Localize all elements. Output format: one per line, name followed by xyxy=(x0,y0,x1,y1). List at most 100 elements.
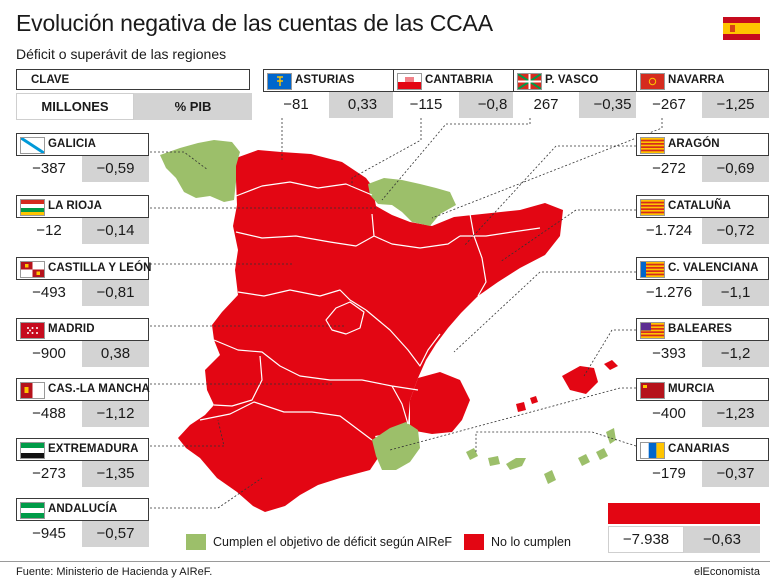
region-millones: −115 xyxy=(393,92,459,118)
region-pib: −1,1 xyxy=(702,280,769,306)
region-card-madrid: MADRID −900 0,38 xyxy=(16,318,149,367)
region-pib: −0,35 xyxy=(579,92,646,118)
region-millones: −179 xyxy=(636,461,702,487)
cantabria-flag-icon xyxy=(397,73,422,90)
baleares-flag-icon xyxy=(640,322,665,339)
region-name: ARAGÓN xyxy=(668,138,720,150)
region-card-header: CAS.-LA MANCHA xyxy=(16,378,150,401)
region-name: CATALUÑA xyxy=(668,200,731,212)
region-name: CANTABRIA xyxy=(425,74,494,86)
region-card-header: LA RIOJA xyxy=(16,195,149,218)
navarra-flag-icon xyxy=(640,73,665,90)
region-millones: −81 xyxy=(263,92,329,118)
spain-flag-icon xyxy=(723,17,760,40)
valencia-flag-icon xyxy=(640,261,665,278)
region-card-cantabria: CANTABRIA −115 −0,8 xyxy=(393,69,526,118)
region-pib: 0,33 xyxy=(329,92,396,118)
region-name: ANDALUCÍA xyxy=(48,503,118,515)
region-card-header: MURCIA xyxy=(636,378,769,401)
region-card-header: NAVARRA xyxy=(636,69,769,92)
region-name: ASTURIAS xyxy=(295,74,355,86)
key-millones: MILLONES xyxy=(16,93,134,120)
key-pib: % PIB xyxy=(134,93,252,120)
region-pib: −0,37 xyxy=(702,461,769,487)
total-pib: −0,63 xyxy=(684,526,760,553)
region-pib: −0,59 xyxy=(82,156,149,182)
region-murcia xyxy=(372,422,420,470)
region-millones: −1.276 xyxy=(636,280,702,306)
legend-no-cumplen-label: No lo cumplen xyxy=(491,535,571,549)
region-name: C. VALENCIANA xyxy=(668,262,759,274)
region-millones: −945 xyxy=(16,521,82,547)
region-canarias xyxy=(466,428,616,484)
region-card-cataluna: CATALUÑA −1.724 −0,72 xyxy=(636,195,769,244)
region-name: LA RIOJA xyxy=(48,200,103,212)
legend-swatch-red xyxy=(464,534,484,550)
region-mallorca xyxy=(562,366,598,394)
key-legend: CLAVE MILLONES % PIB xyxy=(16,69,252,120)
region-mainland-red xyxy=(178,150,563,512)
region-card-baleares: BALEARES −393 −1,2 xyxy=(636,318,769,367)
region-millones: −272 xyxy=(636,156,702,182)
source-note: Fuente: Ministerio de Hacienda y AIReF. xyxy=(16,566,213,578)
castilla-la-mancha-flag-icon xyxy=(20,382,45,399)
region-name: GALICIA xyxy=(48,138,96,150)
region-pib: −1,23 xyxy=(702,401,769,427)
region-card-navarra: NAVARRA −267 −1,25 xyxy=(636,69,769,118)
region-millones: −387 xyxy=(16,156,82,182)
region-name: BALEARES xyxy=(668,323,733,335)
region-card-murcia: MURCIA −400 −1,23 xyxy=(636,378,769,427)
region-card-p-vasco: P. VASCO 267 −0,35 xyxy=(513,69,646,118)
la-rioja-flag-icon xyxy=(20,199,45,216)
region-name: EXTREMADURA xyxy=(48,443,139,455)
total-bar xyxy=(608,503,760,524)
region-pib: −0,72 xyxy=(702,218,769,244)
region-card-header: CATALUÑA xyxy=(636,195,769,218)
region-card-aragon: ARAGÓN −272 −0,69 xyxy=(636,133,769,182)
chart-subtitle: Déficit o superávit de las regiones xyxy=(16,46,227,62)
region-card-header: EXTREMADURA xyxy=(16,438,149,461)
brand-name: elEconomista xyxy=(693,566,760,578)
canarias-flag-icon xyxy=(640,442,665,459)
region-name: CAS.-LA MANCHA xyxy=(48,383,150,395)
region-card-cas-la-mancha: CAS.-LA MANCHA −488 −1,12 xyxy=(16,378,150,427)
region-pib: −1,25 xyxy=(702,92,769,118)
murcia-flag-icon xyxy=(640,382,665,399)
chart-title: Evolución negativa de las cuentas de las… xyxy=(16,10,493,36)
total-millones: −7.938 xyxy=(608,526,684,553)
region-card-header: BALEARES xyxy=(636,318,769,341)
region-card-header: MADRID xyxy=(16,318,149,341)
castilla-leon-flag-icon xyxy=(20,261,45,278)
madrid-flag-icon xyxy=(20,322,45,339)
region-millones: −393 xyxy=(636,341,702,367)
region-millones: −488 xyxy=(16,401,82,427)
region-millones: −900 xyxy=(16,341,82,367)
region-card-c-valenciana: C. VALENCIANA −1.276 −1,1 xyxy=(636,257,769,306)
region-galicia xyxy=(160,140,240,202)
region-millones: −273 xyxy=(16,461,82,487)
catalunya-flag-icon xyxy=(640,199,665,216)
region-card-header: ANDALUCÍA xyxy=(16,498,149,521)
region-card-header: CANARIAS xyxy=(636,438,769,461)
region-card-header: ARAGÓN xyxy=(636,133,769,156)
region-card-asturias: ASTURIAS −81 0,33 xyxy=(263,69,396,118)
region-name: MADRID xyxy=(48,323,95,335)
aragon-flag-icon xyxy=(640,137,665,154)
region-card-header: CANTABRIA xyxy=(393,69,526,92)
region-name: P. VASCO xyxy=(545,74,599,86)
region-card-la-rioja: LA RIOJA −12 −0,14 xyxy=(16,195,149,244)
region-card-canarias: CANARIAS −179 −0,37 xyxy=(636,438,769,487)
region-pib: −1,2 xyxy=(702,341,769,367)
asturias-flag-icon xyxy=(267,73,292,90)
region-pib: −0,14 xyxy=(82,218,149,244)
ikurrina-flag-icon xyxy=(517,73,542,90)
total-values: −7.938 −0,63 xyxy=(608,526,760,553)
region-millones: 267 xyxy=(513,92,579,118)
footer-divider xyxy=(0,561,770,562)
region-millones: −1.724 xyxy=(636,218,702,244)
region-pib: −1,12 xyxy=(82,401,149,427)
region-pib: 0,38 xyxy=(82,341,149,367)
region-card-andalucia: ANDALUCÍA −945 −0,57 xyxy=(16,498,149,547)
